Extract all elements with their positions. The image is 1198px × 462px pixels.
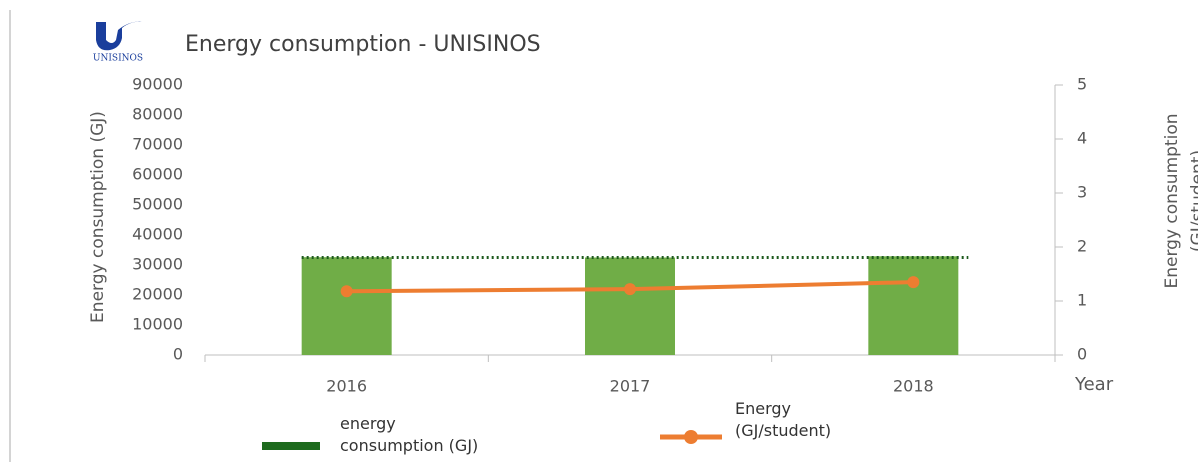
y2-tick-label: 0 (1077, 345, 1087, 364)
bar (868, 256, 959, 355)
y2-tick-label: 2 (1077, 237, 1087, 256)
y-tick-label: 80000 (132, 105, 183, 124)
line-point (907, 276, 920, 289)
y-tick-label: 70000 (132, 135, 183, 154)
y-tick-label: 30000 (132, 255, 183, 274)
line-point (340, 285, 353, 298)
y2-axis-label: Energy consumption (GJ/student) (1162, 113, 1198, 289)
y-tick-label: 90000 (132, 75, 183, 94)
x-tick-label: 2018 (893, 377, 934, 396)
y2-tick-label: 5 (1077, 75, 1087, 94)
bar (301, 257, 392, 355)
y2-tick-label: 4 (1077, 129, 1087, 148)
legend-swatch (262, 442, 320, 450)
x-tick-label: 2017 (610, 377, 651, 396)
y-tick-label: 40000 (132, 225, 183, 244)
bar (585, 257, 675, 355)
logo (96, 21, 144, 51)
y2-tick-label: 3 (1077, 183, 1087, 202)
x-axis-label: Year (1074, 374, 1114, 395)
y-tick-label: 20000 (132, 285, 183, 304)
chart-title: Energy consumption - UNISINOS (185, 32, 541, 57)
line-point (624, 283, 636, 296)
y-tick-label: 10000 (132, 315, 183, 334)
y-tick-label: 0 (173, 345, 183, 364)
y-tick-label: 60000 (132, 165, 183, 184)
y2-tick-label: 1 (1077, 291, 1087, 310)
x-tick-label: 2016 (326, 377, 367, 396)
legend-label: Energy (GJ/student) (735, 399, 832, 440)
y-axis-label: Energy consumption (GJ) (88, 111, 108, 323)
legend-label: energy consumption (GJ) (340, 414, 479, 455)
y-tick-label: 50000 (132, 195, 183, 214)
logo-text: UNISINOS (93, 54, 143, 64)
